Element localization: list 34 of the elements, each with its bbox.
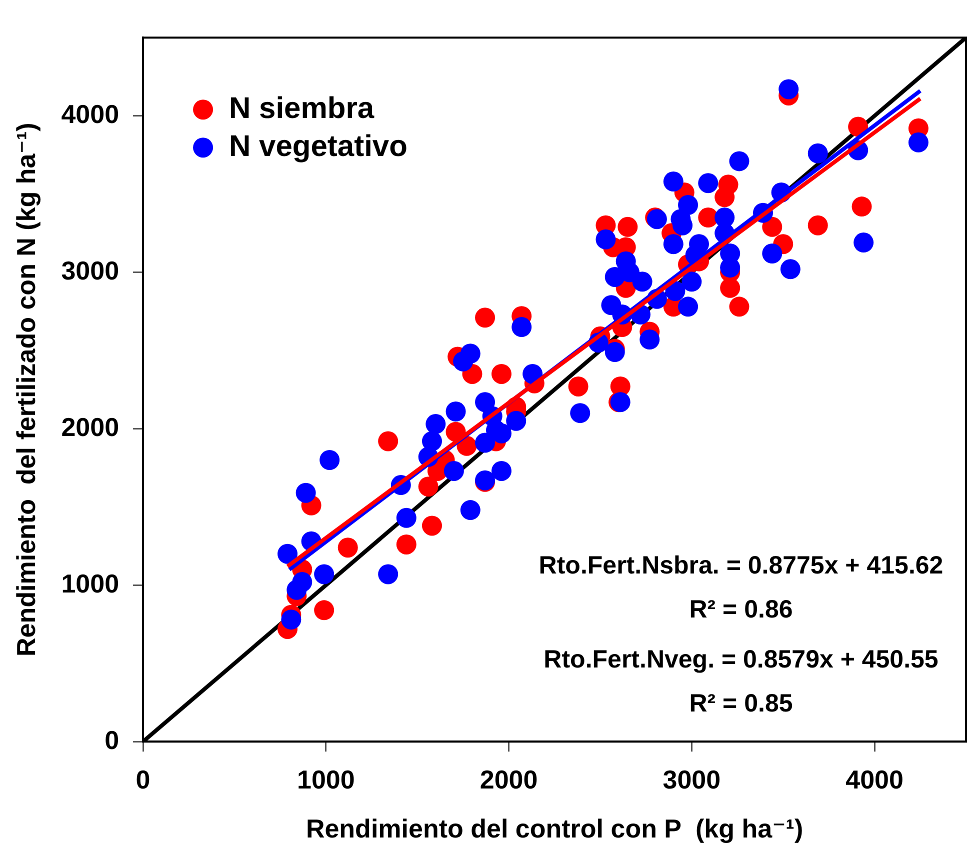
y-tick-label: 1000 — [61, 568, 120, 598]
point — [422, 516, 442, 536]
annotation: R² = 0.85 — [689, 689, 793, 718]
y-tick-label: 3000 — [61, 255, 120, 286]
x-axis-title: Rendimiento del control con P (kg ha⁻¹) — [306, 814, 804, 844]
point — [714, 187, 735, 208]
point — [491, 364, 512, 384]
annotation: Rto.Fert.Nsbra. = 0.8775x + 415.62 — [538, 551, 944, 580]
y-tick-label: 0 — [104, 724, 120, 755]
point — [338, 538, 358, 558]
point — [314, 600, 334, 620]
point — [568, 376, 588, 396]
point — [698, 208, 718, 228]
y-axis-title: Rendimiento del fertilizado con N (kg ha⁻¹) — [10, 122, 41, 656]
x-tick-label: 4000 — [846, 764, 904, 794]
x-tick-label: 3000 — [662, 764, 721, 794]
legend-label: N siembra — [229, 92, 374, 125]
annotation: R² = 0.86 — [689, 595, 793, 624]
point — [418, 476, 438, 497]
point — [852, 196, 872, 217]
point — [762, 216, 782, 237]
point — [618, 216, 638, 237]
point — [475, 308, 496, 328]
point — [729, 296, 750, 317]
y-tick-label: 4000 — [61, 98, 120, 129]
point — [808, 215, 828, 236]
x-tick-label: 1000 — [297, 764, 355, 794]
y-tick-label: 2000 — [61, 412, 120, 442]
point — [396, 534, 416, 554]
x-tick-label: 0 — [136, 764, 150, 794]
x-tick-label: 2000 — [480, 764, 538, 794]
point — [378, 431, 398, 452]
legend-label: N vegetativo — [229, 130, 408, 163]
annotation: Rto.Fert.Nveg. = 0.8579x + 450.55 — [544, 645, 938, 674]
